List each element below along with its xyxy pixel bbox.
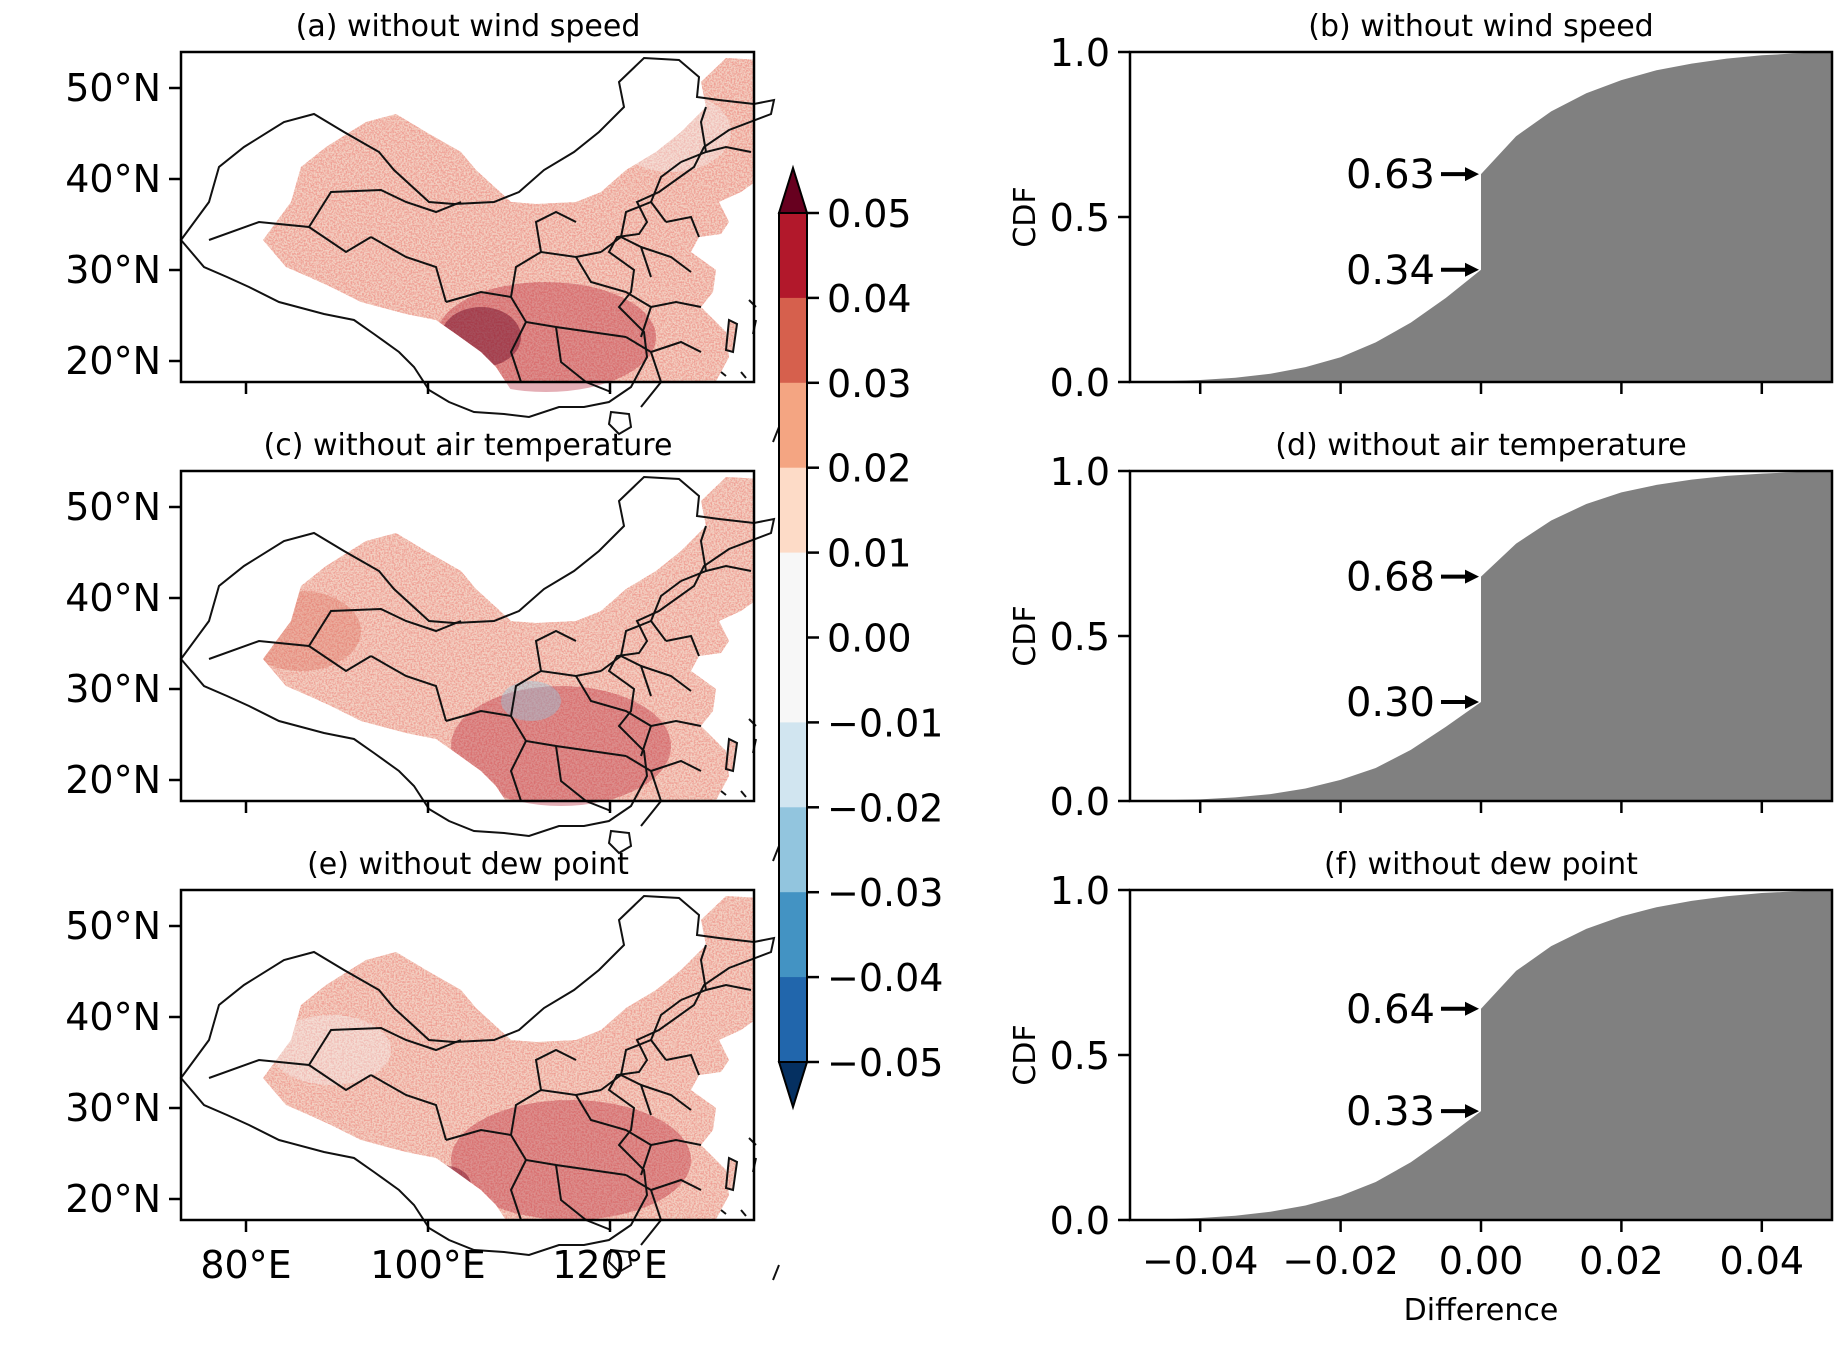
map-panel-title: (c) without air temperature — [264, 428, 673, 463]
china-landmass — [263, 896, 754, 1220]
china-landmass — [263, 477, 754, 806]
lat-tick-label: 40°N — [65, 157, 161, 201]
colorbar-tick-label: −0.03 — [827, 871, 943, 915]
cdf-y-tick-label: 0.5 — [1050, 1034, 1110, 1078]
colorbar-extend-min — [777, 1061, 809, 1111]
cdf-area — [1130, 52, 1832, 382]
annotation-label: 0.68 — [1346, 555, 1435, 601]
map-panel-title: (a) without wind speed — [296, 9, 641, 44]
cdf-panel-title: (d) without air temperature — [1275, 428, 1686, 463]
colorbar-tick-label: −0.04 — [827, 956, 943, 1000]
map-frame — [179, 888, 756, 1222]
lat-tick-label: 50°N — [65, 485, 161, 529]
colorbar-segment — [779, 297, 807, 384]
cdf-panel: (d) without air temperature 1.0 0.5 0.0 CDF 0… — [1008, 428, 1834, 824]
colorbar-tick-label: −0.01 — [827, 701, 943, 745]
map-frame — [179, 50, 756, 384]
colorbar-tick-label: 0.05 — [827, 192, 912, 236]
cdf-x-tick-label: 0.04 — [1719, 1239, 1804, 1283]
cdf-y-tick-label: 0.0 — [1050, 1199, 1110, 1243]
colorbar-extend-max — [777, 164, 809, 214]
colorbar-segment — [779, 977, 807, 1063]
cdf-y-tick-label: 0.0 — [1050, 780, 1110, 824]
cdf-y-tick-label: 0.5 — [1050, 615, 1110, 659]
annotation-label: 0.63 — [1346, 152, 1435, 198]
lon-tick-label: 80°E — [200, 1243, 291, 1287]
lat-tick-label: 40°N — [65, 995, 161, 1039]
lat-tick-label: 30°N — [65, 248, 161, 292]
colorbar: 0.05 0.04 0.03 0.02 0.01 0.00 −0.01 −0.02 −0.03 −… — [777, 164, 943, 1111]
cdf-y-tick-label: 1.0 — [1050, 869, 1110, 913]
cdf-panel-title: (f) without dew point — [1324, 847, 1638, 882]
lat-tick-label: 20°N — [65, 1177, 161, 1221]
cdf-x-tick-label: 0.02 — [1579, 1239, 1664, 1283]
lat-tick-label: 50°N — [65, 904, 161, 948]
annotation-arrow-head — [1465, 167, 1479, 182]
colorbar-segment — [779, 807, 807, 893]
cdf-area — [1130, 471, 1832, 801]
cdf-x-tick-label: −0.04 — [1142, 1239, 1258, 1283]
lat-tick-label: 50°N — [65, 66, 161, 110]
annotation-label: 0.64 — [1346, 987, 1435, 1033]
colorbar-segment — [779, 722, 807, 808]
map-panel-a: (a) without wind speed — [179, 9, 780, 443]
cdf-y-tick-label: 0.0 — [1050, 361, 1110, 405]
cdf-y-tick-label: 1.0 — [1050, 450, 1110, 494]
colorbar-tick-label: 0.03 — [827, 362, 912, 406]
lat-tick-label: 30°N — [65, 1086, 161, 1130]
lat-tick-label: 20°N — [65, 339, 161, 383]
annotation-arrow-head — [1465, 1001, 1479, 1016]
colorbar-tick-label: −0.02 — [827, 786, 943, 830]
colorbar-segment — [779, 892, 807, 978]
lat-tick-label: 40°N — [65, 576, 161, 620]
map-panel-c: (c) without air temperature — [179, 428, 780, 862]
colorbar-tick-label: −0.05 — [827, 1041, 943, 1085]
cdf-panel-title: (b) without wind speed — [1308, 9, 1653, 44]
map-axis-ticks: 50°N 40°N 30°N 20°N 50°N 40°N 30°N 20°N 50°N 40°N… — [65, 66, 668, 1287]
lat-tick-label: 20°N — [65, 758, 161, 802]
annotation-label: 0.33 — [1346, 1089, 1435, 1135]
colorbar-segment — [779, 637, 807, 723]
cdf-y-tick-label: 1.0 — [1050, 31, 1110, 75]
cdf-x-tick-label: −0.02 — [1282, 1239, 1398, 1283]
cdf-y-axis-label: CDF — [1008, 186, 1043, 247]
map-panel-e: (e) without dew point — [179, 847, 780, 1281]
map-panel-title: (e) without dew point — [307, 847, 629, 882]
cdf-x-axis-label: Difference — [1404, 1293, 1559, 1328]
cdf-panel: (b) without wind speed 1.0 0.5 0.0 CDF 0.34 0.… — [1008, 9, 1834, 405]
lon-tick-label: 120°E — [552, 1243, 668, 1287]
colorbar-tick-label: 0.02 — [827, 447, 912, 491]
colorbar-segment — [779, 213, 807, 299]
annotation-arrow-head — [1465, 262, 1479, 277]
cdf-y-tick-label: 0.5 — [1050, 196, 1110, 240]
map-frame — [179, 469, 756, 803]
colorbar-tick-label: 0.00 — [827, 617, 912, 661]
cdf-x-tick-label: 0.00 — [1439, 1239, 1524, 1283]
colorbar-segment — [779, 552, 807, 638]
annotation-label: 0.30 — [1346, 680, 1435, 726]
lon-tick-label: 100°E — [370, 1243, 486, 1287]
cdf-y-axis-label: CDF — [1008, 1024, 1043, 1085]
annotation-arrow-head — [1465, 569, 1479, 584]
cdf-panels: (b) without wind speed 1.0 0.5 0.0 CDF 0.34 0.… — [1008, 9, 1834, 1328]
annotation-arrow-head — [1465, 1104, 1479, 1119]
cdf-y-axis-label: CDF — [1008, 605, 1043, 666]
colorbar-tick-label: 0.04 — [827, 277, 912, 321]
colorbar-segment — [779, 467, 807, 554]
colorbar-tick-label: 0.01 — [827, 532, 912, 576]
cdf-area — [1130, 890, 1832, 1220]
annotation-label: 0.34 — [1346, 248, 1435, 294]
lat-tick-label: 30°N — [65, 667, 161, 711]
colorbar-segment — [779, 382, 807, 469]
cdf-panel: (f) without dew point 1.0 0.5 0.0 −0.04 −0.02… — [1008, 847, 1834, 1328]
annotation-arrow-head — [1465, 695, 1479, 709]
